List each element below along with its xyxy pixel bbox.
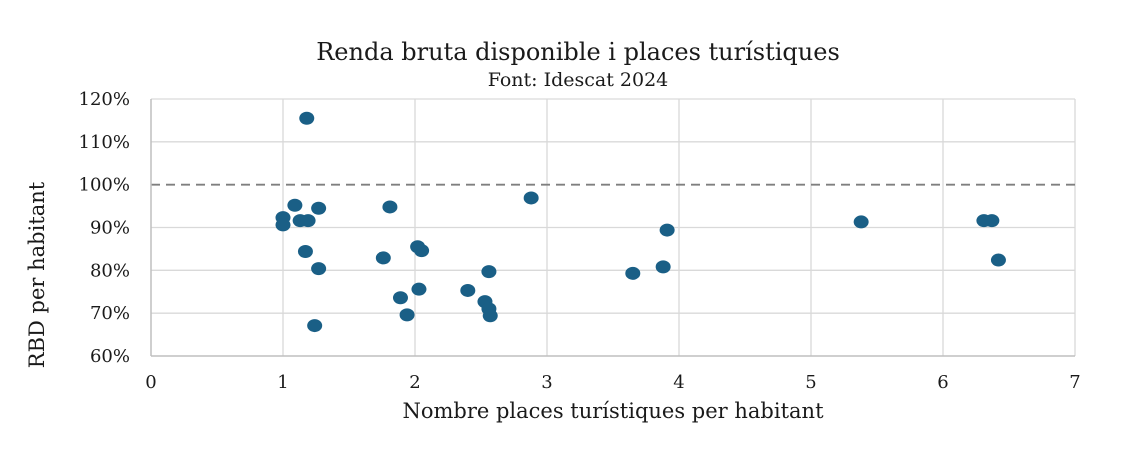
y-tick-label: 80% [90, 260, 130, 281]
data-point [990, 253, 1006, 267]
data-point [523, 191, 539, 205]
x-tick-label: 7 [1069, 372, 1080, 393]
data-point [382, 200, 398, 214]
y-axis-label: RBD per habitant [25, 181, 49, 368]
chart-subtitle: Font: Idescat 2024 [488, 69, 669, 91]
data-point [311, 201, 327, 215]
data-point [297, 244, 313, 258]
grid-lines [151, 98, 1076, 356]
data-point [625, 266, 641, 280]
x-axis-label: Nombre places turístiques per habitant [402, 399, 824, 423]
data-point [287, 198, 303, 212]
data-point [399, 308, 415, 322]
data-point [299, 111, 315, 125]
x-tick-label: 5 [805, 372, 816, 393]
data-point [311, 262, 327, 276]
data-point [659, 223, 675, 237]
y-tick-label: 60% [90, 346, 130, 367]
x-tick-label: 2 [409, 372, 420, 393]
y-tick-label: 70% [90, 303, 130, 324]
data-point [307, 319, 323, 333]
data-point [482, 309, 498, 323]
x-tick-label: 1 [277, 372, 288, 393]
data-point [375, 251, 391, 265]
data-point [392, 291, 408, 305]
x-tick-label: 6 [937, 372, 948, 393]
data-point [300, 214, 316, 228]
data-point [984, 214, 1000, 228]
data-points [275, 111, 1006, 333]
data-point [460, 283, 476, 297]
data-point [481, 265, 497, 279]
x-tick-label: 0 [145, 372, 156, 393]
data-point [853, 215, 869, 229]
x-tick-label: 3 [541, 372, 552, 393]
data-point [655, 260, 671, 274]
axes [150, 99, 1075, 357]
y-tick-label: 120% [79, 89, 130, 110]
y-tick-label: 100% [79, 175, 130, 196]
data-point [411, 282, 427, 296]
x-tick-label: 4 [673, 372, 684, 393]
data-point [414, 244, 430, 258]
y-tick-label: 90% [90, 218, 130, 239]
y-tick-label: 110% [79, 132, 130, 153]
data-point [275, 218, 291, 232]
chart-title: Renda bruta disponible i places turístiq… [316, 38, 840, 66]
tick-labels: 0 1 2 3 4 5 6 7 60% 70% 80% 90% 100% 110% 120% [79, 89, 1081, 393]
